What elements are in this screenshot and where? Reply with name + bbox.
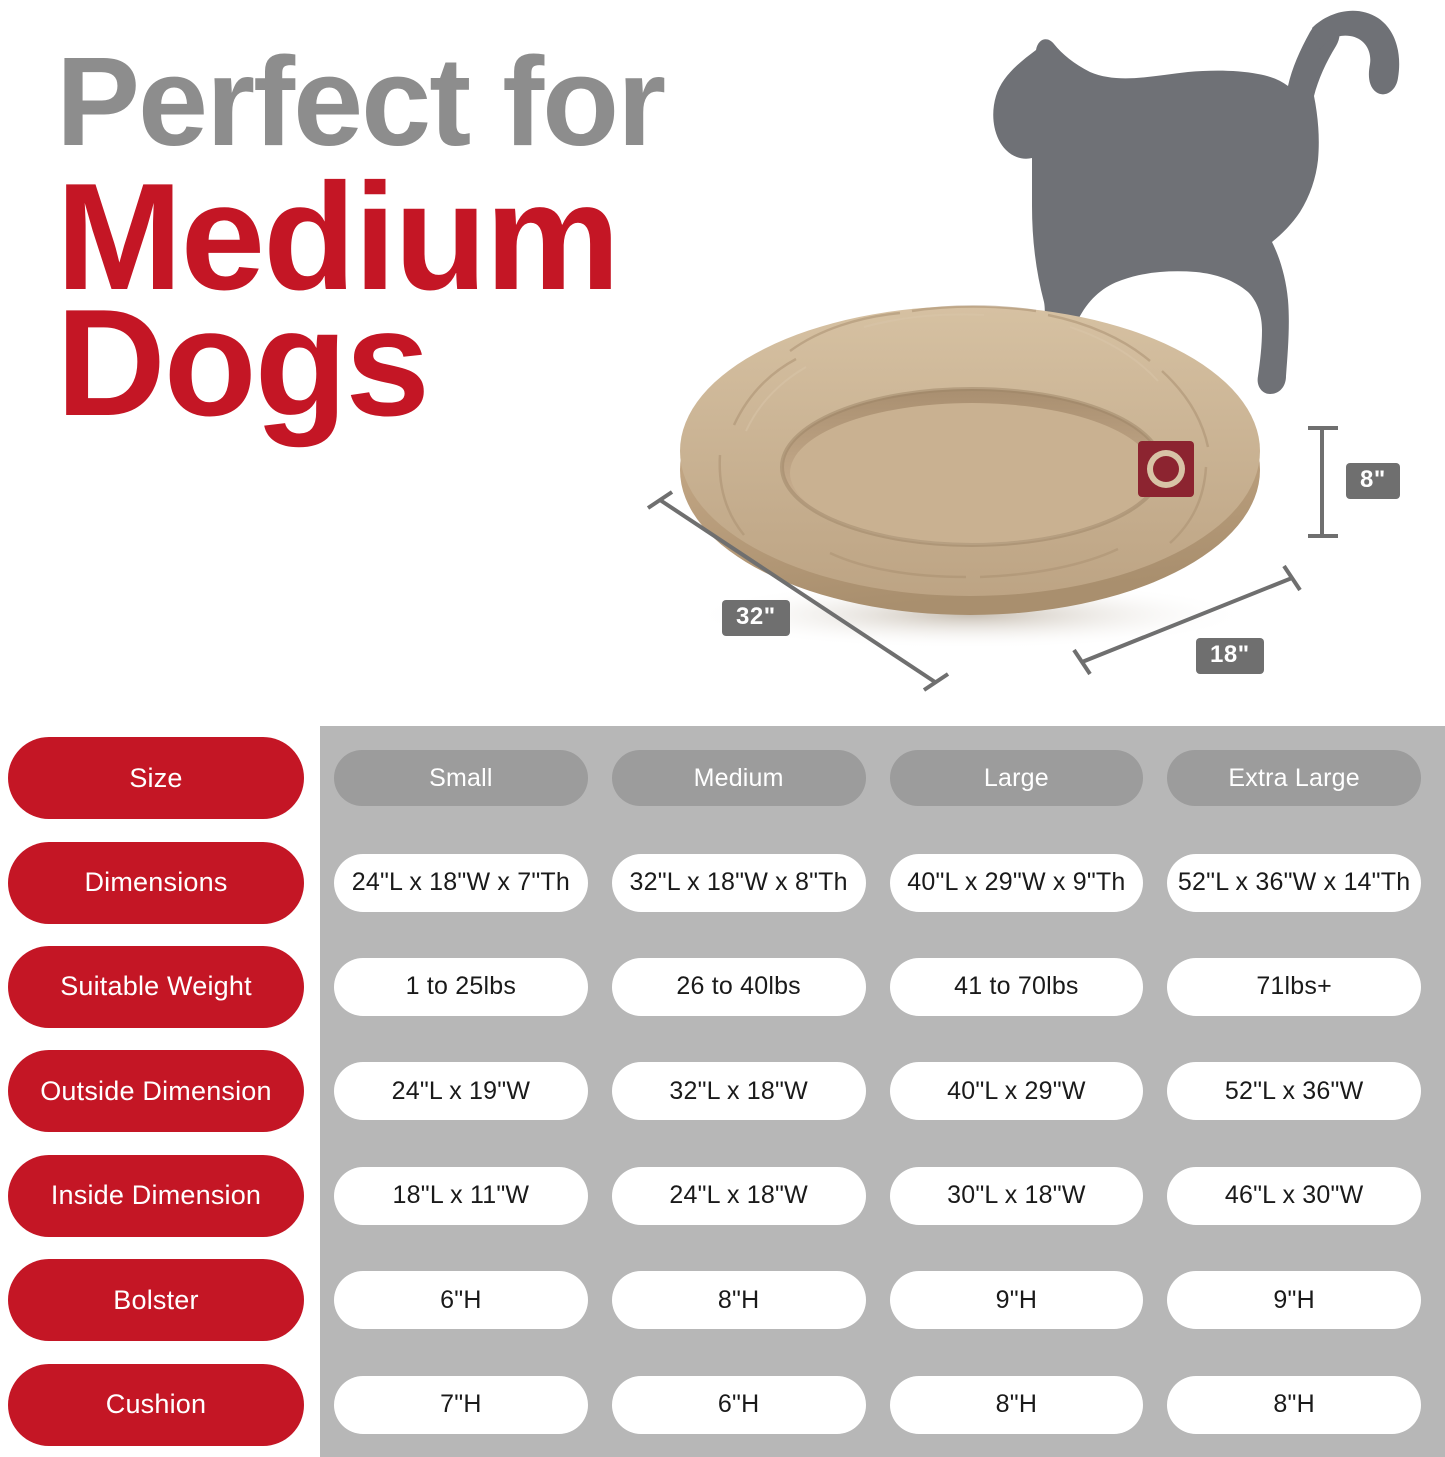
row-label-inside-dimension: Inside Dimension	[8, 1154, 304, 1237]
cell-outside-large: 40"L x 29"W	[889, 1062, 1144, 1121]
column-header-medium: Medium	[611, 750, 866, 807]
column-header-small: Small	[334, 750, 588, 807]
cell-bolster-large: 9"H	[889, 1271, 1144, 1330]
cell-weight-small: 1 to 25lbs	[334, 957, 588, 1016]
row-label-bolster: Bolster	[8, 1259, 304, 1342]
row-label-suitable-weight: Suitable Weight	[8, 945, 304, 1028]
cell-cushion-medium: 6"H	[611, 1375, 866, 1434]
cell-bolster-medium: 8"H	[611, 1271, 866, 1330]
cell-inside-small: 18"L x 11"W	[334, 1166, 588, 1225]
headline-block: Perfect for Medium Dogs	[56, 31, 936, 448]
cell-inside-medium: 24"L x 18"W	[611, 1166, 866, 1225]
row-cells: 24"L x 18"W x 7"Th 32"L x 18"W x 8"Th 40…	[320, 853, 1445, 912]
dog-silhouette-icon	[940, 10, 1420, 430]
table-row: Cushion 7"H 6"H 8"H 8"H	[0, 1352, 1445, 1456]
dimension-label-width: 18"	[1196, 638, 1264, 674]
row-cells: 1 to 25lbs 26 to 40lbs 41 to 70lbs 71lbs…	[320, 957, 1445, 1016]
cell-inside-large: 30"L x 18"W	[889, 1166, 1144, 1225]
cell-outside-small: 24"L x 19"W	[334, 1062, 588, 1121]
table-row: Outside Dimension 24"L x 19"W 32"L x 18"…	[0, 1039, 1445, 1143]
row-cells: 6"H 8"H 9"H 9"H	[320, 1271, 1445, 1330]
row-label-size: Size	[8, 737, 304, 820]
cell-inside-extra-large: 46"L x 30"W	[1167, 1166, 1421, 1225]
column-header-large: Large	[889, 750, 1144, 807]
cell-dimensions-extra-large: 52"L x 36"W x 14"Th	[1167, 853, 1421, 912]
cell-cushion-extra-large: 8"H	[1167, 1375, 1421, 1434]
headline-line-3: Dogs	[56, 277, 430, 448]
table-row: Inside Dimension 18"L x 11"W 24"L x 18"W…	[0, 1144, 1445, 1248]
row-cells: 24"L x 19"W 32"L x 18"W 40"L x 29"W 52"L…	[320, 1062, 1445, 1121]
cell-cushion-small: 7"H	[334, 1375, 588, 1434]
product-photo-dog-bed	[650, 255, 1290, 655]
column-header-extra-large: Extra Large	[1167, 750, 1421, 807]
dimension-label-height: 8"	[1346, 463, 1400, 499]
cell-weight-large: 41 to 70lbs	[889, 957, 1144, 1016]
cell-outside-extra-large: 52"L x 36"W	[1167, 1062, 1421, 1121]
table-row: Suitable Weight 1 to 25lbs 26 to 40lbs 4…	[0, 935, 1445, 1039]
spec-table: Size Small Medium Large Extra Large Dime…	[0, 726, 1445, 1457]
row-label-outside-dimension: Outside Dimension	[8, 1050, 304, 1133]
table-row: Bolster 6"H 8"H 9"H 9"H	[0, 1248, 1445, 1352]
cell-bolster-extra-large: 9"H	[1167, 1271, 1421, 1330]
headline-line-2: Medium	[56, 151, 620, 322]
row-label-dimensions: Dimensions	[8, 841, 304, 924]
cell-dimensions-large: 40"L x 29"W x 9"Th	[889, 853, 1144, 912]
table-row: Dimensions 24"L x 18"W x 7"Th 32"L x 18"…	[0, 830, 1445, 934]
brand-tag	[1138, 441, 1194, 497]
dimension-label-length: 32"	[722, 600, 790, 636]
cell-dimensions-small: 24"L x 18"W x 7"Th	[334, 853, 588, 912]
headline-line-1: Perfect for	[56, 31, 666, 172]
cell-outside-medium: 32"L x 18"W	[611, 1062, 866, 1121]
row-label-cushion: Cushion	[8, 1363, 304, 1446]
row-cells: 18"L x 11"W 24"L x 18"W 30"L x 18"W 46"L…	[320, 1166, 1445, 1225]
cell-bolster-small: 6"H	[334, 1271, 588, 1330]
cell-weight-medium: 26 to 40lbs	[611, 957, 866, 1016]
row-cells: Small Medium Large Extra Large	[320, 750, 1445, 807]
table-row: Size Small Medium Large Extra Large	[0, 726, 1445, 830]
table-grid: Size Small Medium Large Extra Large Dime…	[0, 726, 1445, 1457]
cell-cushion-large: 8"H	[889, 1375, 1144, 1434]
row-cells: 7"H 6"H 8"H 8"H	[320, 1375, 1445, 1434]
cell-weight-extra-large: 71lbs+	[1167, 957, 1421, 1016]
cell-dimensions-medium: 32"L x 18"W x 8"Th	[611, 853, 866, 912]
